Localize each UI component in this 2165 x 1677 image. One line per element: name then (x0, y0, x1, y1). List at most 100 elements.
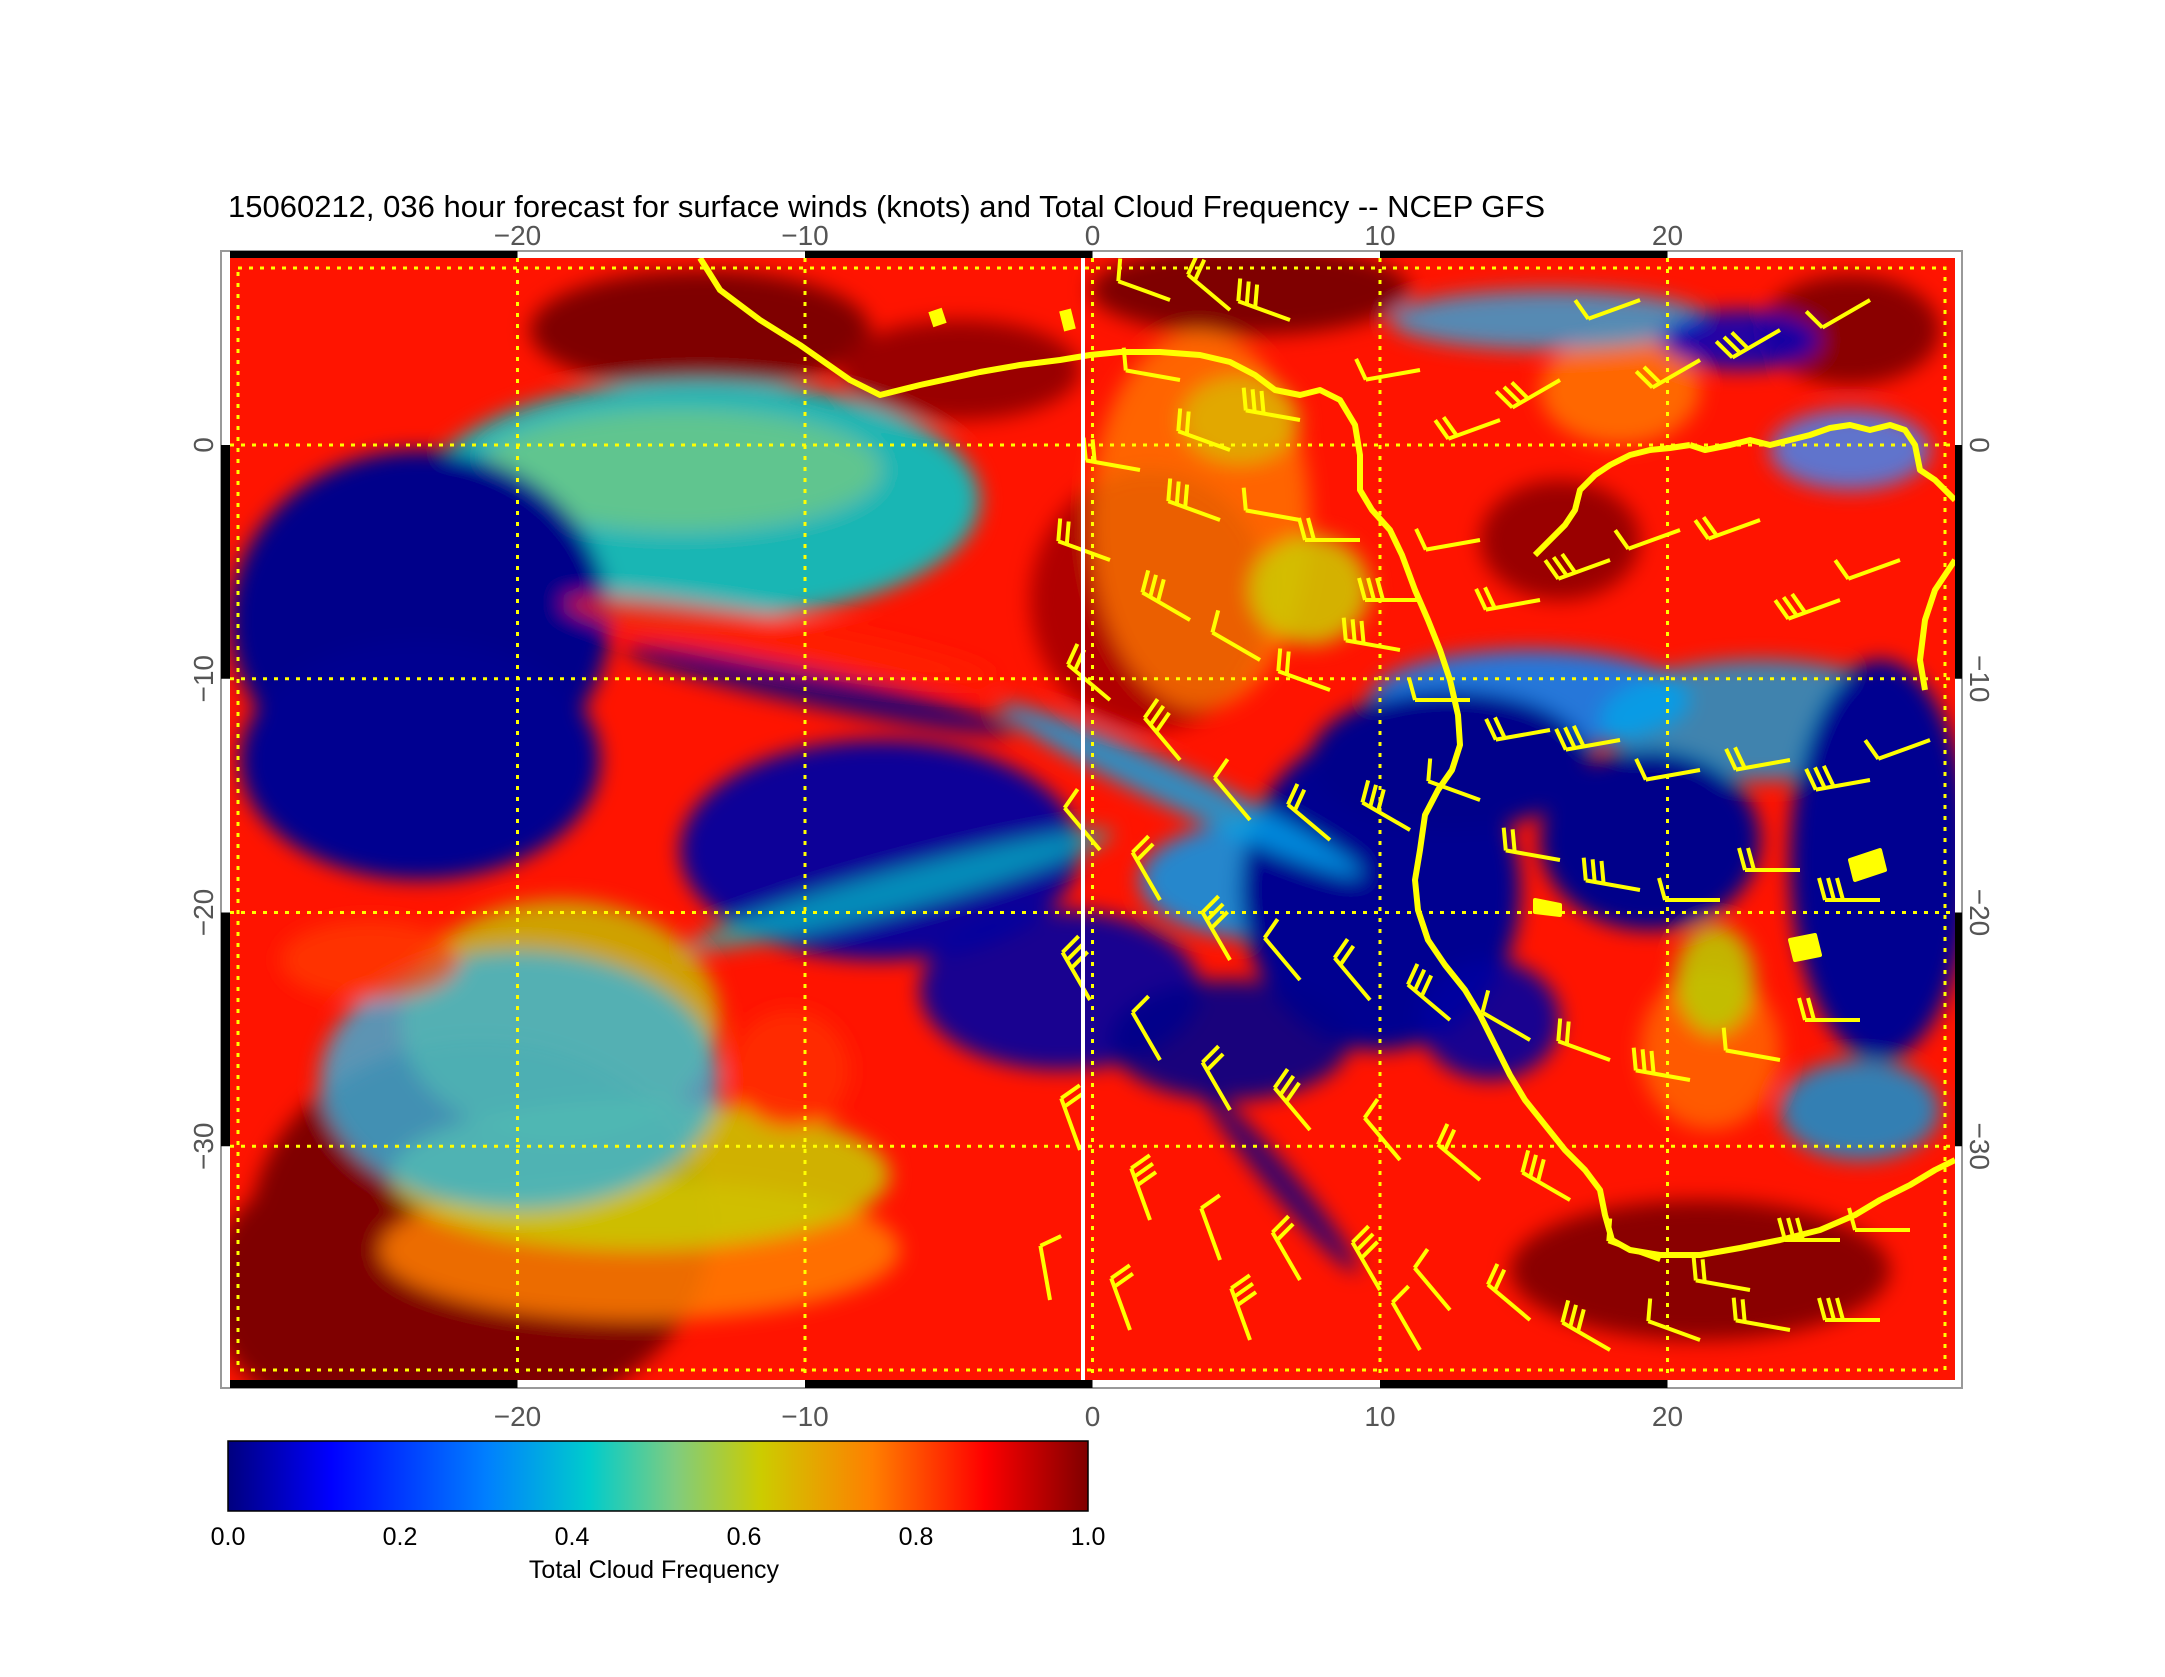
latitude-labels-left: 0 −10 −20 −30 (188, 437, 219, 1170)
wind-barb (1724, 746, 1791, 772)
wind-barb (1350, 1224, 1382, 1292)
wind-barb (1817, 1297, 1880, 1322)
wind-barb (1297, 517, 1360, 542)
cloud-frequency-field (230, 258, 1955, 1380)
longitude-tick-label: −20 (494, 1401, 542, 1432)
wind-barb (1543, 552, 1611, 581)
grid-border (236, 266, 1947, 1372)
wind-barb (1186, 258, 1232, 312)
colorbar-tick-label: 0.8 (899, 1523, 934, 1551)
wind-barb (1109, 1263, 1135, 1331)
wind-barb (1286, 783, 1332, 842)
wind-barb (1484, 716, 1551, 742)
edge-tick-segment (1955, 912, 1962, 1147)
wind-barb (1804, 298, 1872, 330)
wind-barb (1777, 1217, 1840, 1242)
latitude-tick-label: −10 (1964, 655, 1995, 703)
longitude-tick-label: 10 (1364, 1401, 1395, 1432)
longitude-tick-label: −10 (781, 1401, 829, 1432)
longitude-tick-label: −20 (494, 220, 542, 251)
wind-barb (1691, 1257, 1751, 1292)
edge-tick-segment (1380, 1380, 1668, 1388)
wind-barb (1354, 358, 1421, 382)
wind-barb (1693, 515, 1761, 541)
latitude-tick-label: 0 (188, 437, 219, 453)
wind-barb (1270, 1214, 1302, 1282)
edge-tick-segment (1955, 445, 1962, 679)
wind-barb (1200, 894, 1232, 962)
wind-barb (1486, 1263, 1532, 1322)
longitude-tick-label: 0 (1085, 220, 1101, 251)
wind-barb (1634, 758, 1701, 782)
latitude-tick-label: −20 (1964, 889, 1995, 937)
wind-barb (1731, 1297, 1791, 1332)
wind-barb (1436, 1123, 1482, 1182)
wind-barb (1773, 592, 1841, 621)
wind-barb (1631, 1047, 1691, 1082)
wind-barb (1357, 577, 1420, 602)
wind-barb (1433, 415, 1501, 441)
edge-tick-segment (221, 445, 230, 679)
wind-barb (1059, 1083, 1085, 1151)
wind-barb (1140, 569, 1192, 622)
longitude-tick-label: 0 (1085, 1401, 1101, 1432)
wind-barb (1406, 963, 1452, 1022)
colorbar: 0.0 0.2 0.4 0.6 0.8 1.0 Total Cloud Frequency (211, 1440, 1106, 1584)
latitude-tick-label: −30 (1964, 1123, 1995, 1171)
edge-tick-segment (230, 251, 518, 258)
longitude-tick-label: −10 (781, 220, 829, 251)
colorbar-tick-label: 0.0 (211, 1523, 246, 1551)
longitude-tick-label: 20 (1652, 220, 1683, 251)
colorbar-tick-label: 0.6 (727, 1523, 762, 1551)
latitude-tick-label: 0 (1964, 437, 1995, 453)
wind-barb (1833, 558, 1901, 581)
map-edge-ticks (221, 251, 1962, 1388)
wind-barb (1646, 1298, 1701, 1342)
edge-tick-segment (230, 1380, 518, 1388)
wind-barb (1613, 528, 1681, 551)
wind-barb (1176, 408, 1231, 452)
edge-tick-segment (1380, 251, 1668, 258)
wind-barb (1426, 758, 1481, 802)
wind-barb (1560, 1299, 1612, 1352)
latitude-tick-label: −10 (188, 655, 219, 703)
colorbar-gradient (227, 1440, 1089, 1512)
edge-tick-segment (221, 912, 230, 1147)
latitude-tick-label: −30 (188, 1123, 219, 1171)
wind-barb (1556, 1018, 1611, 1062)
wind-barb (1166, 478, 1221, 522)
colorbar-tick-label: 1.0 (1071, 1523, 1106, 1551)
wind-barb (1657, 877, 1720, 902)
longitude-labels-bottom: −20 −10 0 10 20 (494, 1401, 1683, 1432)
wind-barb (1341, 617, 1401, 652)
colorbar-label: Total Cloud Frequency (529, 1556, 780, 1584)
longitude-tick-label: 10 (1364, 220, 1395, 251)
wind-barb (1407, 677, 1470, 702)
figure-title: 15060212, 036 hour forecast for surface … (228, 189, 1545, 224)
wind-barb (1573, 298, 1641, 321)
wind-barb (1276, 648, 1331, 692)
edge-tick-segment (805, 1380, 1093, 1388)
edge-tick-segment (805, 251, 1093, 258)
wind-barb (1212, 757, 1252, 822)
wind-barb (1606, 1218, 1661, 1262)
wind-barb (1501, 827, 1561, 862)
wind-barb (1412, 1247, 1452, 1312)
wind-barb (1200, 1044, 1232, 1112)
wind-barb (1863, 738, 1931, 761)
latitude-tick-label: −20 (188, 889, 219, 937)
wind-barb (1199, 1193, 1222, 1261)
longitude-labels-top: −20 −10 0 10 20 (494, 220, 1683, 251)
wind-barb (1332, 937, 1372, 1002)
wind-barb (1480, 989, 1532, 1042)
wind-barb (1714, 328, 1782, 360)
wind-barb (1520, 1149, 1572, 1202)
wind-barb (1581, 857, 1641, 892)
wind-barb (1737, 847, 1800, 872)
colorbar-tick-label: 0.2 (383, 1523, 418, 1551)
latitude-labels-right: 0 −10 −20 −30 (1964, 437, 1995, 1170)
wind-barb (1130, 834, 1162, 902)
wind-barb (1060, 934, 1092, 1002)
wind-barb (1797, 997, 1860, 1022)
wind-barb (1360, 779, 1412, 832)
